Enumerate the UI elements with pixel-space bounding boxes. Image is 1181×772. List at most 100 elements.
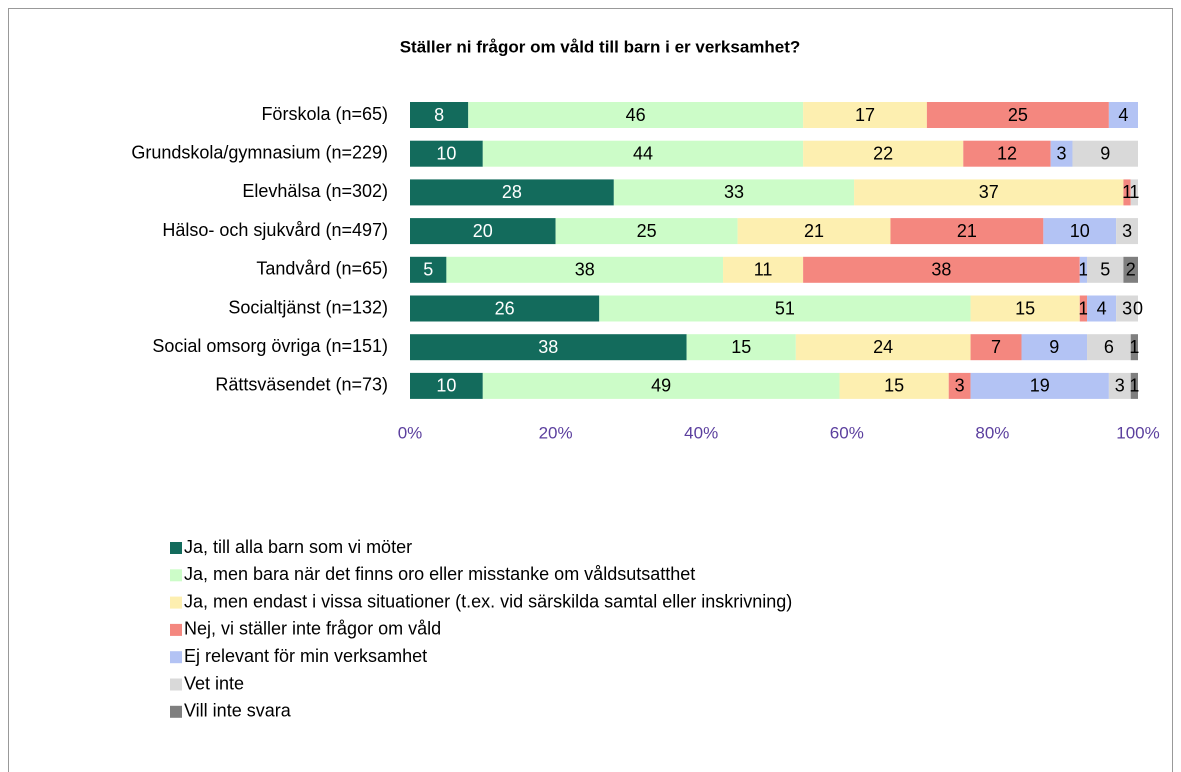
legend-label: Vet inte	[184, 673, 244, 693]
y-tick-label: Socialtjänst (n=132)	[228, 297, 388, 317]
bar-segment	[795, 334, 971, 361]
data-label: 15	[1015, 298, 1035, 318]
data-label: 38	[538, 337, 558, 357]
bar-segment	[468, 102, 804, 128]
data-label: 3	[1057, 143, 1067, 163]
bar-segment	[410, 334, 687, 361]
bar-segment	[686, 334, 796, 361]
data-label: 26	[495, 298, 515, 318]
bar-segment	[410, 256, 447, 283]
legend-label: Nej, vi ställer inte frågor om våld	[184, 619, 441, 639]
bar-segment	[926, 102, 1109, 128]
bar-segment	[970, 334, 1022, 361]
data-label: 37	[979, 182, 999, 202]
bar-segment	[723, 256, 804, 283]
y-tick-label: Förskola (n=65)	[261, 104, 388, 124]
bar-segment	[410, 218, 556, 245]
x-tick-label: 80%	[975, 423, 1009, 442]
bar-segment	[737, 218, 891, 245]
legend-swatch	[170, 596, 182, 609]
data-label: 4	[1118, 105, 1128, 125]
y-tick-label: Tandvård (n=65)	[256, 259, 388, 279]
legend-swatch	[170, 678, 182, 691]
legend-label: Ja, till alla barn som vi möter	[184, 537, 412, 557]
bar-segment	[970, 372, 1109, 399]
x-tick-label: 0%	[398, 423, 423, 442]
bar-segment	[803, 102, 927, 128]
legend-swatch	[170, 651, 182, 664]
data-label: 15	[731, 337, 751, 357]
bar-segment	[1079, 295, 1088, 322]
bar-segment	[948, 372, 971, 399]
x-tick-label: 100%	[1116, 423, 1159, 442]
data-label: 5	[1100, 260, 1110, 280]
chart-title: Ställer ni frågor om våld till barn i er…	[400, 37, 801, 56]
bar-segment	[839, 372, 949, 399]
bar-segment	[482, 140, 804, 167]
legend-swatch	[170, 705, 182, 718]
data-label: 3	[1122, 221, 1132, 241]
data-label: 38	[931, 260, 951, 280]
legend-swatch	[170, 542, 182, 554]
data-label: 6	[1104, 337, 1114, 357]
legend-label: Ja, men endast i vissa situationer (t.ex…	[184, 591, 792, 611]
data-label: 8	[434, 105, 444, 125]
y-tick-label: Elevhälsa (n=302)	[242, 181, 388, 201]
bar-segment	[1130, 372, 1138, 399]
data-label: 9	[1100, 143, 1110, 163]
bar-segment	[1108, 372, 1131, 399]
data-label: 3	[1122, 298, 1132, 318]
bar-segment	[613, 179, 855, 206]
bar-segment	[1021, 334, 1088, 361]
bar-segment	[803, 256, 1080, 283]
bar-segment	[803, 140, 964, 167]
data-label: 25	[1008, 105, 1028, 125]
data-label: 28	[502, 182, 522, 202]
bar-segment	[963, 140, 1051, 167]
bar-segment	[1050, 140, 1073, 167]
bar-segment	[1123, 179, 1131, 206]
y-tick-label: Rättsväsendet (n=73)	[215, 375, 388, 395]
bar-segment	[1108, 102, 1138, 128]
data-label: 25	[637, 221, 657, 241]
data-label: 17	[855, 105, 875, 125]
data-label: 21	[957, 221, 977, 241]
data-label: 3	[1115, 376, 1125, 396]
bar-segment	[1087, 256, 1124, 283]
data-label: 19	[1030, 376, 1050, 396]
bar-segment	[1116, 295, 1138, 322]
data-label: 38	[575, 260, 595, 280]
bar-segment	[555, 218, 738, 245]
legend-swatch	[170, 569, 182, 582]
bar-segment	[1087, 295, 1117, 322]
y-tick-label: Hälso- och sjukvård (n=497)	[162, 220, 388, 240]
bar-segment	[1072, 140, 1138, 167]
data-label: 10	[436, 376, 456, 396]
data-label: 1	[1078, 260, 1088, 280]
data-label: 1	[1129, 182, 1139, 202]
data-label: 49	[651, 376, 671, 396]
bar-segment	[410, 140, 483, 167]
legend-label: Vill inte svara	[184, 701, 292, 721]
data-label: 7	[991, 337, 1001, 357]
data-label: 3	[955, 376, 965, 396]
data-label: 2	[1126, 260, 1136, 280]
data-label: 24	[873, 337, 893, 357]
bar-segment	[410, 295, 600, 322]
legend-swatch	[170, 623, 182, 636]
bar-segment	[854, 179, 1124, 206]
bar-segment	[1116, 218, 1138, 245]
data-label: 11	[754, 260, 773, 280]
bar-segment	[599, 295, 971, 322]
y-tick-label: Social omsorg övriga (n=151)	[152, 336, 388, 356]
legend-label: Ja, men bara när det finns oro eller mis…	[184, 564, 695, 584]
legend-label: Ej relevant för min verksamhet	[184, 646, 427, 666]
data-label: 22	[873, 143, 893, 163]
bar-segment	[1043, 218, 1117, 245]
data-label: 51	[775, 298, 795, 318]
x-tick-label: 40%	[684, 423, 718, 442]
data-label: 44	[633, 143, 653, 163]
data-label: 1	[1129, 337, 1139, 357]
bar-segment	[1130, 179, 1138, 206]
data-label: 20	[473, 221, 493, 241]
